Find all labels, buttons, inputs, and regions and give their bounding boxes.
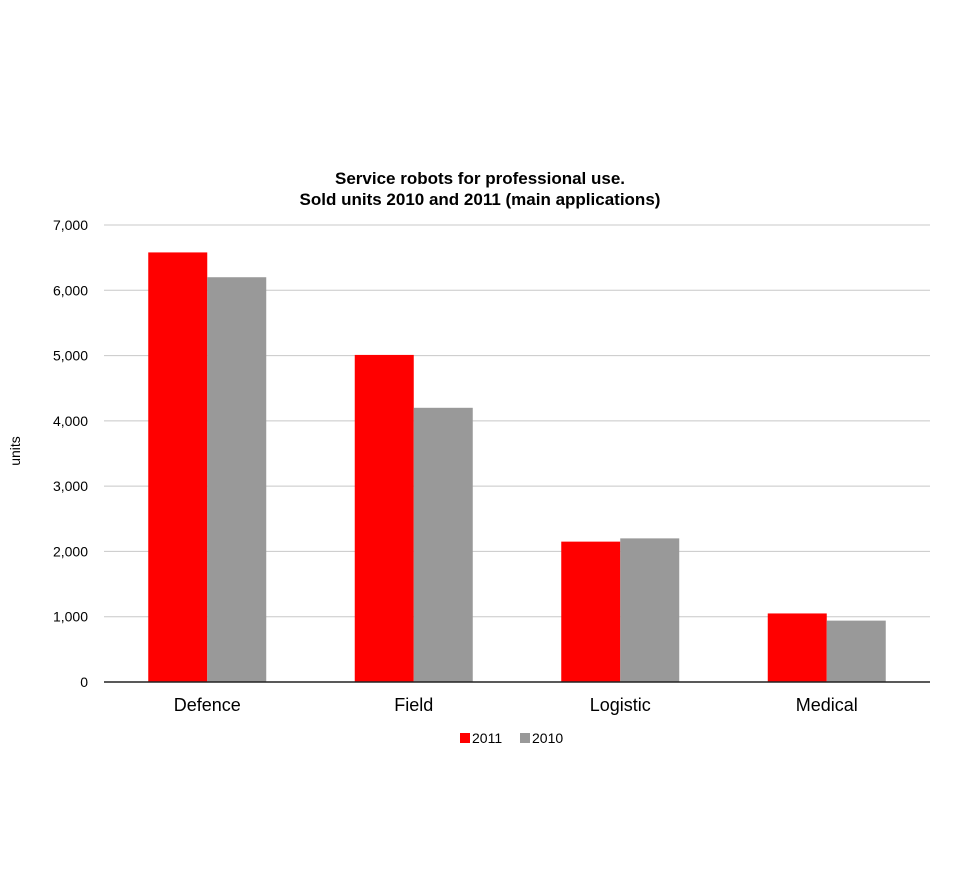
y-tick-label: 1,000 — [53, 609, 88, 625]
legend-label-2011: 2011 — [472, 730, 502, 746]
y-tick-label: 5,000 — [53, 348, 88, 364]
x-category-label: Medical — [796, 695, 858, 715]
bar-medical-2011 — [767, 613, 827, 682]
y-tick-label: 6,000 — [53, 282, 88, 298]
legend-label-2010: 2010 — [532, 730, 563, 746]
y-tick-label: 7,000 — [53, 217, 88, 233]
legend-swatch-2011 — [460, 733, 470, 743]
bar-logistic-2011 — [561, 541, 621, 682]
legend: 2011 2010 — [460, 730, 563, 746]
bar-logistic-2010 — [620, 538, 680, 682]
bars — [148, 252, 886, 683]
x-category-labels: Defence Field Logistic Medical — [174, 695, 858, 715]
bar-medical-2010 — [826, 620, 886, 682]
x-category-label: Logistic — [590, 695, 651, 715]
y-tick-label: 2,000 — [53, 543, 88, 559]
y-tick-labels: 0 1,000 2,000 3,000 4,000 5,000 6,000 7,000 — [53, 217, 88, 690]
y-axis-label: units — [7, 436, 23, 466]
bar-field-2010 — [413, 407, 473, 682]
x-category-label: Defence — [174, 695, 241, 715]
bar-field-2011 — [354, 354, 414, 682]
y-tick-label: 0 — [80, 674, 88, 690]
bar-defence-2011 — [148, 252, 208, 683]
y-tick-label: 3,000 — [53, 478, 88, 494]
bar-defence-2010 — [207, 277, 267, 682]
x-category-label: Field — [394, 695, 433, 715]
chart-title-line-2: Sold units 2010 and 2011 (main applicati… — [300, 190, 661, 209]
legend-swatch-2010 — [520, 733, 530, 743]
chart-title-line-1: Service robots for professional use. — [335, 169, 625, 188]
y-tick-label: 4,000 — [53, 413, 88, 429]
